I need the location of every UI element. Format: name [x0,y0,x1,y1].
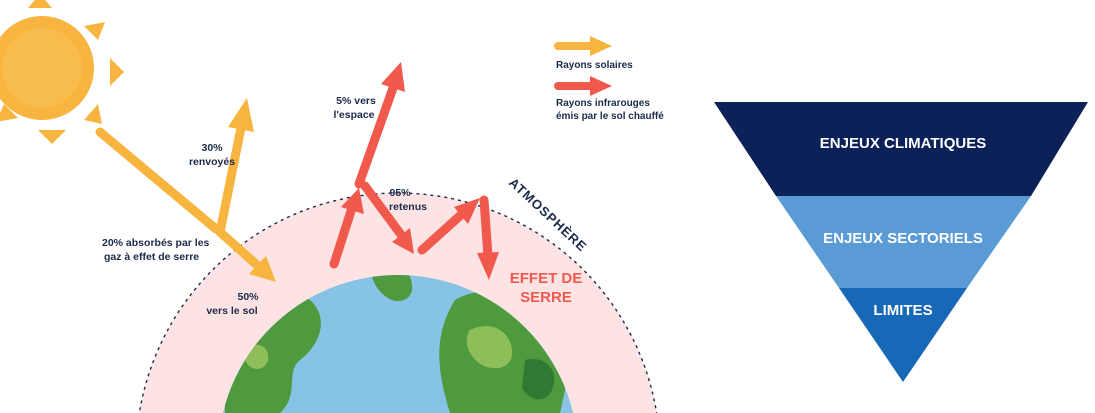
solar-arrow-reflected [215,98,254,237]
issues-pyramid: ENJEUX CLIMATIQUES ENJEUX SECTORIELS LIM… [714,102,1088,382]
infrared-arrow-retained-down [360,181,414,254]
legend-infrared-label-1: Rayons infrarouges [556,98,650,109]
label-renvoyes-pct: 30% [201,142,223,154]
infrared-arrow-up-right [417,198,480,255]
pyramid-tier-top [714,102,1088,196]
pyramid-label-bottom: LIMITES [873,302,932,319]
label-retenus-pct: 95% [389,187,411,199]
solar-arrow-incoming [95,127,221,234]
label-espace-1: 5% vers [336,95,376,107]
pyramid-label-top: ENJEUX CLIMATIQUES [820,135,986,152]
legend-solar-arrow-icon [554,36,612,56]
label-renvoyes: renvoyés [189,156,235,168]
infrared-arrow-back-down [477,195,499,280]
label-effet-de-serre-1: EFFET DE [510,270,583,287]
label-sol-pct: 50% [237,291,259,303]
label-effet-de-serre-2: SERRE [520,289,572,306]
legend-solar-label: Rayons solaires [556,60,633,71]
label-absorbes-2: gaz à effet de serre [104,251,199,263]
legend: Rayons solaires Rayons infrarouges émis … [554,36,664,122]
label-sol: vers le sol [206,305,257,317]
solar-arrow-to-ground [215,227,276,282]
label-absorbes-1: 20% absorbés par les [102,237,210,249]
infrared-arrow-to-space [354,62,405,189]
pyramid-tier-middle [776,196,1031,288]
legend-infrared-label-2: émis par le sol chauffé [556,111,664,122]
legend-infrared-arrow-icon [554,76,612,96]
pyramid-tier-bottom [839,288,967,382]
label-retenus: retenus [389,201,427,213]
sun-icon [0,0,124,144]
label-espace-2: l'espace [333,109,374,121]
infrared-arrow-up-left [329,188,364,269]
pyramid-label-middle: ENJEUX SECTORIELS [823,230,983,247]
